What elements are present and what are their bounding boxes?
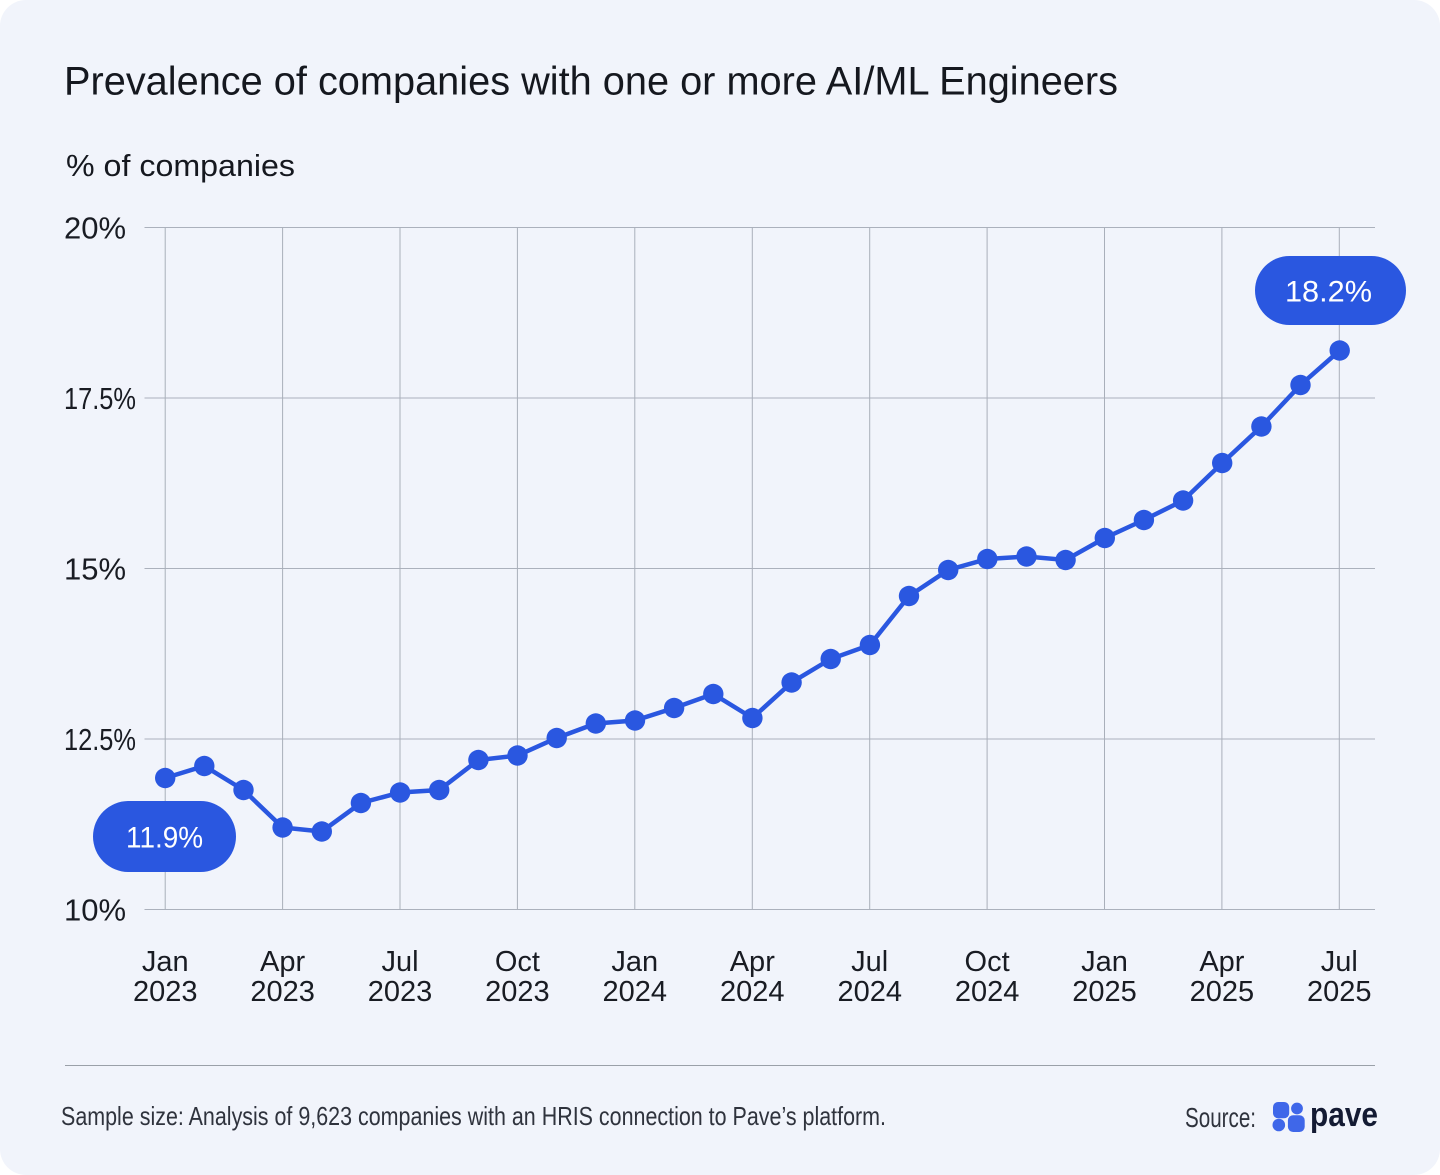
svg-text:17.5%: 17.5%: [64, 381, 136, 416]
svg-text:Jan: Jan: [1081, 946, 1128, 978]
svg-text:Jan: Jan: [142, 946, 189, 978]
svg-text:Apr: Apr: [260, 946, 305, 978]
svg-text:Sample size: Analysis of 9,623: Sample size: Analysis of 9,623 companies…: [61, 1101, 886, 1131]
svg-text:Jan: Jan: [611, 946, 658, 978]
svg-text:Prevalence of companies with o: Prevalence of companies with one or more…: [64, 60, 1118, 104]
svg-text:10%: 10%: [64, 892, 126, 927]
svg-text:pave: pave: [1310, 1096, 1378, 1134]
svg-text:2025: 2025: [1072, 976, 1137, 1008]
svg-text:Jul: Jul: [851, 946, 888, 978]
svg-text:Jul: Jul: [1321, 946, 1358, 978]
svg-text:12.5%: 12.5%: [64, 722, 136, 757]
svg-text:2023: 2023: [133, 976, 198, 1008]
svg-text:% of companies: % of companies: [66, 148, 295, 183]
svg-text:Source:: Source:: [1185, 1102, 1256, 1133]
svg-text:20%: 20%: [64, 210, 126, 245]
svg-text:Oct: Oct: [495, 946, 540, 978]
svg-text:2024: 2024: [955, 976, 1020, 1008]
svg-text:Apr: Apr: [730, 946, 775, 978]
svg-text:2025: 2025: [1190, 976, 1255, 1008]
svg-text:2025: 2025: [1307, 976, 1372, 1008]
svg-text:18.2%: 18.2%: [1285, 275, 1372, 308]
svg-text:11.9%: 11.9%: [126, 821, 203, 854]
svg-text:2024: 2024: [837, 976, 902, 1008]
svg-text:2023: 2023: [368, 976, 433, 1008]
svg-text:Apr: Apr: [1199, 946, 1244, 978]
svg-text:Oct: Oct: [965, 946, 1010, 978]
svg-text:15%: 15%: [64, 551, 126, 586]
svg-text:2023: 2023: [485, 976, 550, 1008]
svg-text:Jul: Jul: [381, 946, 418, 978]
svg-text:2023: 2023: [250, 976, 315, 1008]
svg-text:2024: 2024: [603, 976, 668, 1008]
svg-text:2024: 2024: [720, 976, 785, 1008]
